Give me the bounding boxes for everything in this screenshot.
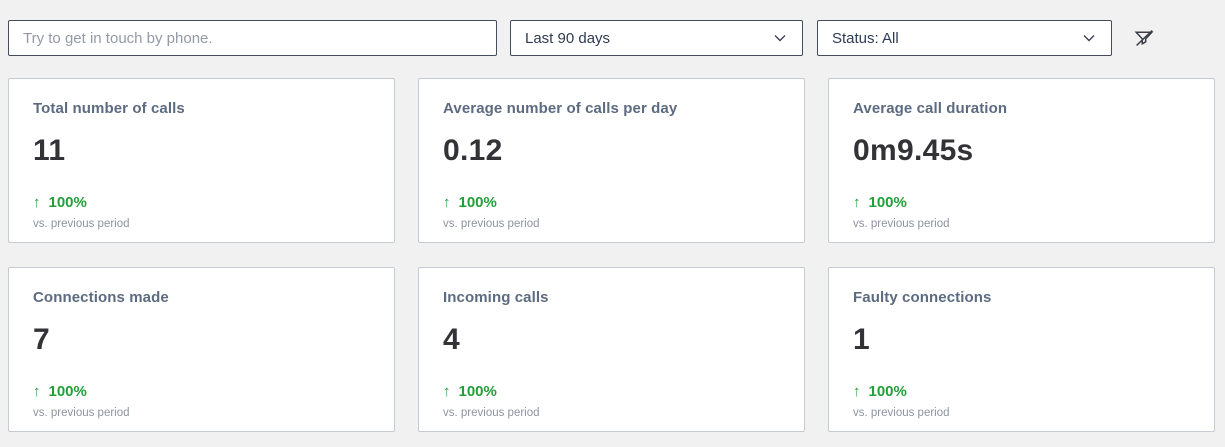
- arrow-up-icon: ↑: [443, 194, 451, 211]
- stat-card-avg-calls-per-day: Average number of calls per day 0.12 ↑ 1…: [418, 78, 805, 243]
- search-input[interactable]: [8, 20, 497, 56]
- arrow-up-icon: ↑: [853, 383, 861, 400]
- card-change: ↑ 100%: [853, 383, 1190, 400]
- arrow-up-icon: ↑: [33, 194, 41, 211]
- clear-filters-button[interactable]: [1131, 25, 1157, 51]
- card-comparison-note: vs. previous period: [443, 218, 540, 230]
- status-select-value: Status: All: [832, 29, 899, 47]
- stat-cards: Total number of calls 11 ↑ 100% vs. prev…: [8, 78, 1225, 432]
- card-change: ↑ 100%: [33, 383, 370, 400]
- card-comparison-note: vs. previous period: [853, 407, 950, 419]
- card-title: Incoming calls: [443, 289, 549, 306]
- card-change: ↑ 100%: [33, 194, 370, 211]
- card-change: ↑ 100%: [443, 383, 780, 400]
- card-comparison-note: vs. previous period: [853, 218, 950, 230]
- card-comparison-note: vs. previous period: [443, 407, 540, 419]
- arrow-up-icon: ↑: [853, 194, 861, 211]
- status-select[interactable]: Status: All: [817, 20, 1112, 56]
- card-comparison-note: vs. previous period: [33, 218, 130, 230]
- stat-card-incoming-calls: Incoming calls 4 ↑ 100% vs. previous per…: [418, 267, 805, 432]
- period-select-value: Last 90 days: [525, 29, 611, 47]
- chevron-down-icon: [1083, 35, 1095, 42]
- card-value: 0.12: [443, 134, 503, 167]
- card-change-percent: 100%: [48, 194, 87, 211]
- card-value: 1: [853, 323, 870, 356]
- stat-card-total-calls: Total number of calls 11 ↑ 100% vs. prev…: [8, 78, 395, 243]
- arrow-up-icon: ↑: [33, 383, 41, 400]
- card-title: Average call duration: [853, 100, 1008, 117]
- card-change-percent: 100%: [48, 383, 87, 400]
- card-change: ↑ 100%: [853, 194, 1190, 211]
- card-title: Average number of calls per day: [443, 100, 678, 117]
- card-change: ↑ 100%: [443, 194, 780, 211]
- arrow-up-icon: ↑: [443, 383, 451, 400]
- stat-card-connections-made: Connections made 7 ↑ 100% vs. previous p…: [8, 267, 395, 432]
- chevron-down-icon: [774, 35, 786, 42]
- card-title: Connections made: [33, 289, 169, 306]
- card-value: 7: [33, 323, 50, 356]
- card-title: Total number of calls: [33, 100, 185, 117]
- card-value: 0m9.45s: [853, 134, 974, 167]
- card-title: Faulty connections: [853, 289, 992, 306]
- stat-card-faulty-connections: Faulty connections 1 ↑ 100% vs. previous…: [828, 267, 1215, 432]
- card-change-percent: 100%: [458, 383, 497, 400]
- card-change-percent: 100%: [868, 194, 907, 211]
- card-comparison-note: vs. previous period: [33, 407, 130, 419]
- filter-bar: Last 90 days Status: All: [8, 20, 1225, 56]
- card-value: 4: [443, 323, 460, 356]
- card-change-percent: 100%: [458, 194, 497, 211]
- card-value: 11: [33, 134, 66, 167]
- stat-card-avg-call-duration: Average call duration 0m9.45s ↑ 100% vs.…: [828, 78, 1215, 243]
- period-select[interactable]: Last 90 days: [510, 20, 803, 56]
- card-change-percent: 100%: [868, 383, 907, 400]
- filter-off-icon: [1134, 30, 1154, 46]
